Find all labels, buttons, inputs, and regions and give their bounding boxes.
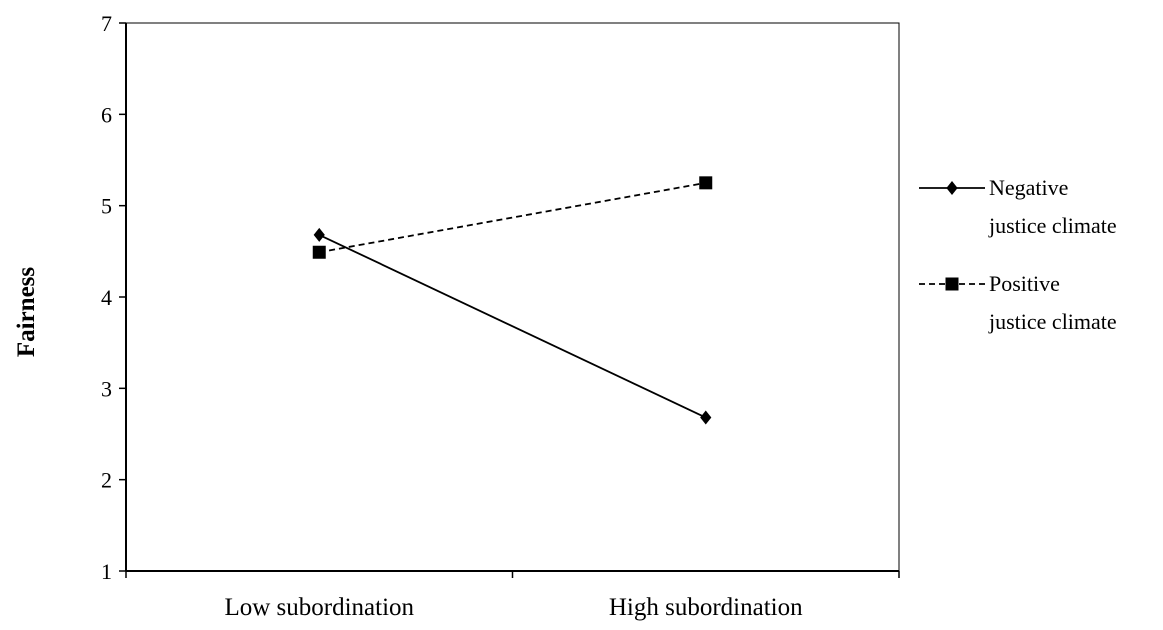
y-tick-label: 2: [101, 468, 112, 493]
series-line: [318, 234, 707, 419]
y-axis-title: Fairness: [13, 267, 40, 358]
plot-border: [125, 22, 900, 572]
plot-frame: [125, 22, 900, 572]
series-2: [312, 176, 713, 259]
y-tick-label: 4: [101, 285, 112, 310]
legend-item: Negative justice climate: [919, 175, 1117, 238]
data-point: [312, 245, 326, 259]
data-point: [700, 410, 712, 425]
legend-label: Positive: [989, 271, 1060, 296]
legend-item: Positive justice climate: [919, 271, 1117, 334]
legend-swatch-marker: [946, 181, 958, 195]
series-1: [313, 227, 712, 425]
legend-swatch-marker: [945, 277, 959, 291]
y-tick-label: 6: [101, 102, 112, 127]
y-tick-label: 1: [101, 559, 112, 584]
legend: Negative justice climate Positive justice c…: [919, 175, 1117, 334]
x-tick-label: High subordination: [609, 594, 803, 621]
y-tick-label: 3: [101, 376, 112, 401]
data-point: [699, 176, 713, 190]
data-point: [313, 227, 325, 242]
y-tick-label: 7: [101, 11, 112, 36]
y-tick-label: 5: [101, 194, 112, 219]
legend-label: justice climate: [988, 213, 1117, 238]
y-axis-ticks: 1 2 3 4 5 6 7: [101, 11, 126, 584]
legend-label: Negative: [989, 175, 1068, 200]
x-axis-ticks: Low subordination High subordination: [125, 571, 900, 621]
series-layer: [312, 176, 713, 425]
series-line: [319, 181, 706, 254]
x-tick-label: Low subordination: [224, 594, 414, 621]
legend-label: justice climate: [988, 309, 1117, 334]
